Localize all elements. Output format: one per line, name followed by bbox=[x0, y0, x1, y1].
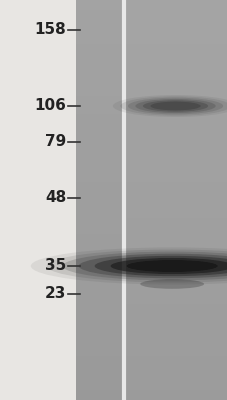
Ellipse shape bbox=[112, 95, 227, 117]
Ellipse shape bbox=[140, 279, 203, 289]
Text: 158: 158 bbox=[35, 22, 66, 38]
Ellipse shape bbox=[142, 100, 207, 112]
Ellipse shape bbox=[127, 98, 222, 114]
Ellipse shape bbox=[126, 260, 217, 272]
Ellipse shape bbox=[110, 258, 227, 274]
Ellipse shape bbox=[120, 96, 227, 116]
Ellipse shape bbox=[135, 99, 215, 113]
Ellipse shape bbox=[150, 102, 200, 110]
Ellipse shape bbox=[62, 252, 227, 280]
Text: 106: 106 bbox=[34, 98, 66, 114]
Text: 23: 23 bbox=[45, 286, 66, 302]
Text: 79: 79 bbox=[45, 134, 66, 150]
Bar bbox=[0, 0, 76, 400]
Ellipse shape bbox=[47, 250, 227, 282]
Text: 48: 48 bbox=[45, 190, 66, 206]
Ellipse shape bbox=[94, 256, 227, 276]
Text: 35: 35 bbox=[45, 258, 66, 274]
Ellipse shape bbox=[31, 247, 227, 285]
Ellipse shape bbox=[78, 254, 227, 278]
